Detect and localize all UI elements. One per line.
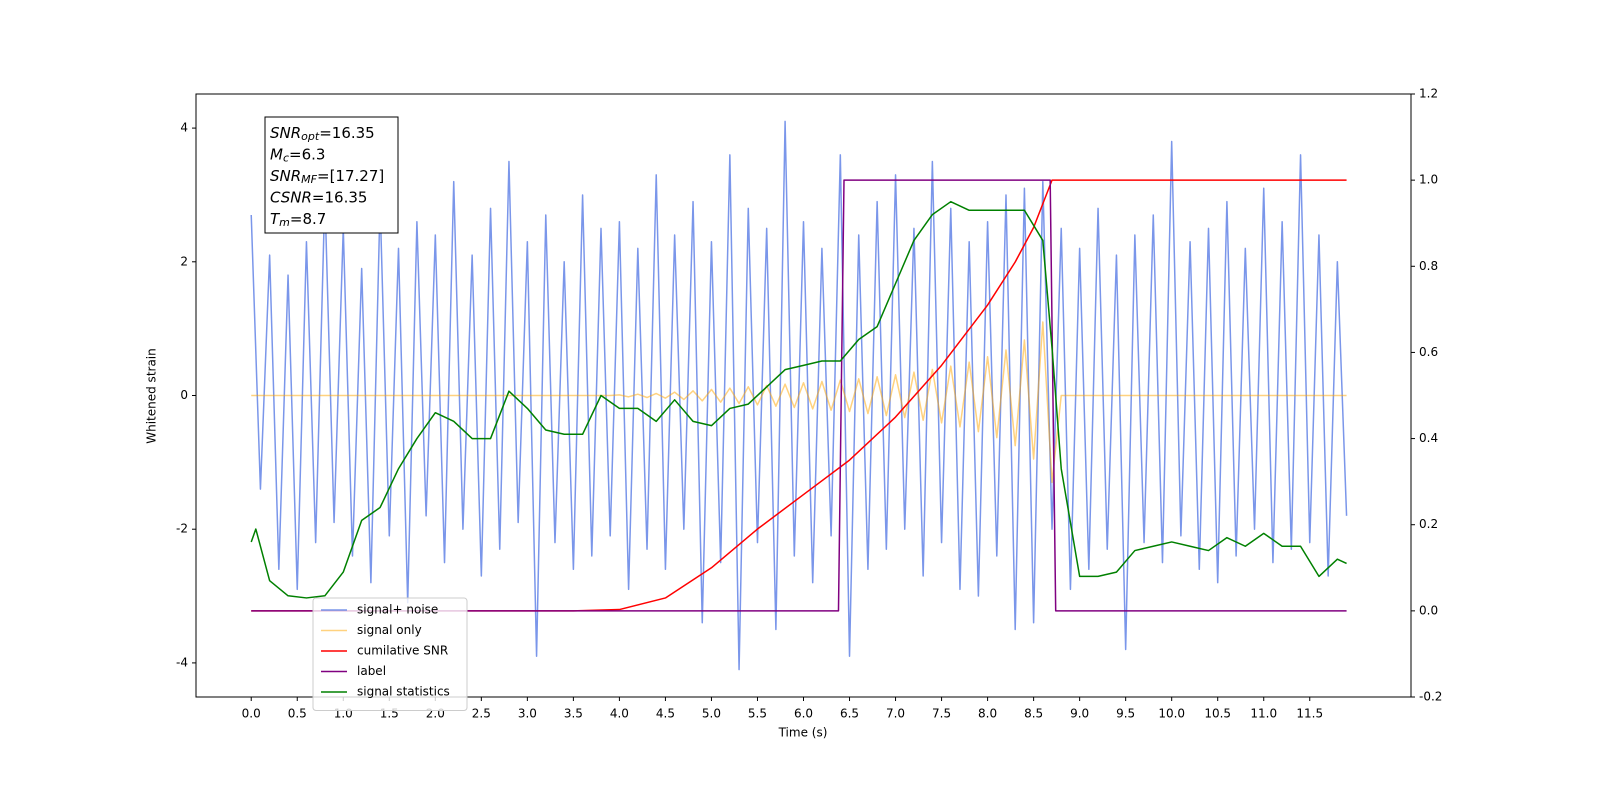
x-tick-label: 8.5 [1024, 707, 1043, 721]
y-axis-label: Whitened strain [145, 348, 159, 444]
series-line [251, 321, 1347, 484]
annotation-symbol: SNR [270, 124, 301, 142]
x-axis-label: Time (s) [778, 726, 828, 740]
x-tick-label: 8.0 [978, 707, 997, 721]
legend-label: signal statistics [357, 685, 450, 699]
annotation-symbol: CSNR [270, 188, 312, 206]
annotation-value: =16.35 [319, 124, 375, 142]
x-tick-label: 4.5 [656, 707, 675, 721]
annotation-value: =6.3 [289, 145, 325, 163]
annotation-line: SNRMF=[17.27] [270, 167, 384, 187]
x-tick-label: 3.5 [564, 707, 583, 721]
y-tick-label: 0 [180, 388, 188, 402]
y-tick-label: -2 [176, 522, 188, 536]
annotation-subscript: m [279, 216, 290, 229]
y2-tick-label: 0.0 [1419, 603, 1438, 617]
x-tick-label: 6.0 [794, 707, 813, 721]
x-tick-label: 0.5 [288, 707, 307, 721]
x-tick-label: 6.5 [840, 707, 859, 721]
annotation-value: =8.7 [290, 210, 326, 228]
x-tick-label: 2.5 [472, 707, 491, 721]
x-tick-label: 9.5 [1116, 707, 1135, 721]
legend-label: cumilative SNR [357, 644, 448, 658]
annotation-symbol: SNR [270, 167, 301, 185]
legend-label: signal+ noise [357, 603, 438, 617]
y2-tick-label: -0.2 [1419, 690, 1442, 704]
x-tick-label: 0.0 [242, 707, 261, 721]
x-tick-label: 4.0 [610, 707, 629, 721]
series-line [250, 120, 1348, 671]
x-tick-label: 10.5 [1204, 707, 1231, 721]
y-tick-label: 4 [180, 121, 188, 135]
annotation-box [264, 116, 399, 234]
annotation-value: =16.35 [312, 188, 368, 206]
x-tick-label: 5.0 [702, 707, 721, 721]
annotation-symbol: M [270, 145, 283, 163]
legend-label: label [357, 664, 386, 678]
annotation-line: SNRopt=16.35 [270, 124, 375, 144]
y2-tick-label: 1.2 [1419, 87, 1438, 101]
x-tick-label: 3.0 [518, 707, 537, 721]
series-line [251, 179, 1347, 612]
legend-label: signal only [357, 623, 422, 637]
x-tick-label: 7.5 [932, 707, 951, 721]
y2-tick-label: 1.0 [1419, 173, 1438, 187]
annotation-line: Mc=6.3 [270, 145, 325, 165]
annotation-line: Tm=8.7 [270, 210, 326, 230]
x-tick-label: 5.5 [748, 707, 767, 721]
annotation-subscript: MF [301, 173, 317, 186]
y2-tick-label: 0.2 [1419, 517, 1438, 531]
y-tick-label: -4 [176, 655, 188, 669]
annotation-subscript: opt [301, 130, 320, 143]
x-tick-label: 10.0 [1158, 707, 1185, 721]
annotation-value: =[17.27] [317, 167, 384, 185]
x-tick-label: 11.5 [1296, 707, 1323, 721]
x-tick-label: 11.0 [1250, 707, 1277, 721]
series-line [250, 200, 1347, 599]
y-tick-label: 2 [180, 254, 188, 268]
annotation-symbol: T [270, 210, 281, 228]
x-tick-label: 7.0 [886, 707, 905, 721]
y2-tick-label: 0.4 [1419, 431, 1438, 445]
y2-tick-label: 0.8 [1419, 259, 1438, 273]
series-line [251, 179, 1347, 612]
legend-box [312, 597, 468, 711]
annotation-subscript: c [283, 152, 289, 165]
x-tick-label: 9.0 [1070, 707, 1089, 721]
annotation-line: CSNR=16.35 [270, 188, 367, 206]
y2-tick-label: 0.6 [1419, 345, 1438, 359]
